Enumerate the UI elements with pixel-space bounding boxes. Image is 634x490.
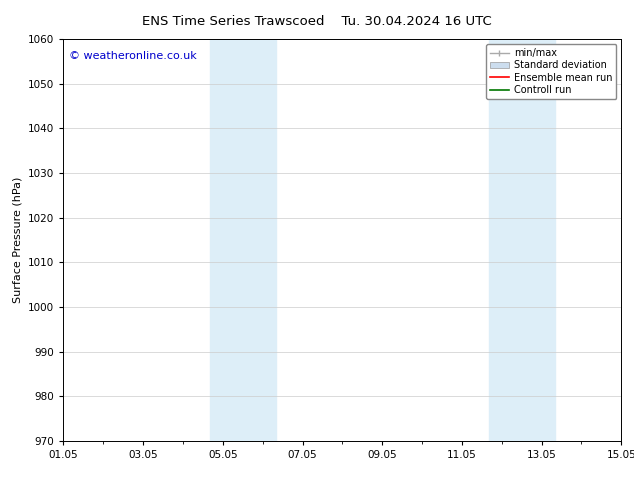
Bar [210, 39, 276, 441]
Text: ENS Time Series Trawscoed    Tu. 30.04.2024 16 UTC: ENS Time Series Trawscoed Tu. 30.04.2024… [142, 15, 492, 28]
Bar [489, 39, 555, 441]
Y-axis label: Surface Pressure (hPa): Surface Pressure (hPa) [13, 177, 23, 303]
Text: © weatheronline.co.uk: © weatheronline.co.uk [69, 51, 197, 61]
Legend: min/max, Standard deviation, Ensemble mean run, Controll run: min/max, Standard deviation, Ensemble me… [486, 44, 616, 99]
